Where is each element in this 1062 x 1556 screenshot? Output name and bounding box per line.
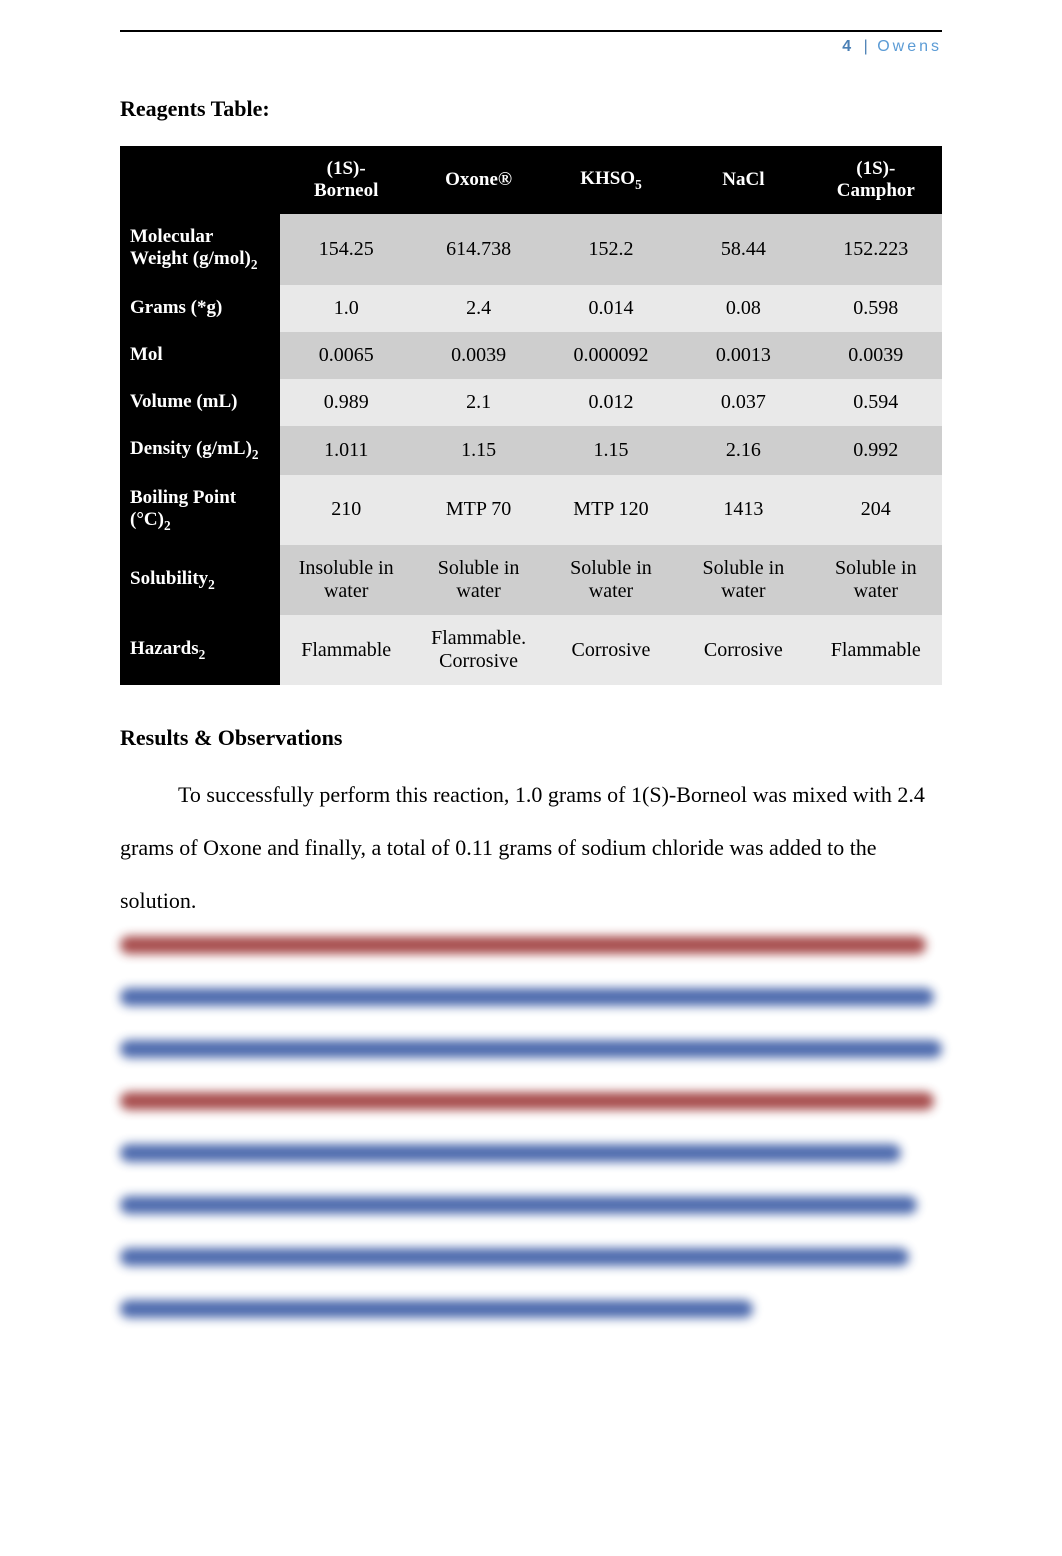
table-cell: 2.4 [412,285,544,332]
col-header-khso5: KHSO5 [545,146,677,214]
row-label: Density (g/mL)2 [120,426,280,475]
table-cell: 58.44 [677,214,809,285]
table-row: Density (g/mL)21.0111.151.152.160.992 [120,426,942,475]
results-title: Results & Observations [120,725,942,751]
col-header-borneol: (1S)-Borneol [280,146,412,214]
header-rule [120,30,942,32]
row-label: Grams (*g) [120,285,280,332]
table-cell: 1.15 [545,426,677,475]
row-label: Mol [120,332,280,379]
table-cell: 0.598 [810,285,942,332]
page-number: 4 [842,38,854,55]
table-row: Grams (*g)1.02.40.0140.080.598 [120,285,942,332]
table-cell: 154.25 [280,214,412,285]
redacted-line [120,1040,942,1058]
redacted-line [120,988,934,1006]
col-header-nacl: NaCl [677,146,809,214]
table-cell: 1.0 [280,285,412,332]
results-paragraph: To successfully perform this reaction, 1… [120,769,942,927]
table-row: Mol0.00650.00390.0000920.00130.0039 [120,332,942,379]
row-label: Volume (mL) [120,379,280,426]
table-cell: 152.223 [810,214,942,285]
header-divider: | [864,38,868,55]
table-cell: 0.0039 [412,332,544,379]
table-header-row: (1S)-Borneol Oxone® KHSO5 NaCl (1S)-Camp… [120,146,942,214]
table-cell: 0.014 [545,285,677,332]
table-cell: 2.16 [677,426,809,475]
table-cell: MTP 120 [545,475,677,546]
table-cell: 1.15 [412,426,544,475]
redacted-line [120,936,926,954]
table-cell: 210 [280,475,412,546]
row-label: MolecularWeight (g/mol)2 [120,214,280,285]
redacted-line [120,1092,934,1110]
header-author: Owens [877,38,942,55]
table-cell: 0.0039 [810,332,942,379]
table-cell: Flammable.Corrosive [412,615,544,685]
col-header-blank [120,146,280,214]
table-cell: Flammable [280,615,412,685]
redacted-line [120,1248,909,1266]
redacted-line [120,1144,901,1162]
table-row: Boiling Point(°C)2210MTP 70MTP 120141320… [120,475,942,546]
reagents-table: (1S)-Borneol Oxone® KHSO5 NaCl (1S)-Camp… [120,146,942,685]
table-cell: Soluble inwater [412,545,544,615]
table-row: Solubility2Insoluble inwaterSoluble inwa… [120,545,942,615]
table-cell: 204 [810,475,942,546]
table-cell: 0.0013 [677,332,809,379]
redacted-line [120,1300,753,1318]
table-cell: 0.012 [545,379,677,426]
table-cell: 614.738 [412,214,544,285]
table-row: MolecularWeight (g/mol)2154.25614.738152… [120,214,942,285]
document-page: 4 | Owens Reagents Table: (1S)-Borneol O… [0,0,1062,1392]
table-cell: 0.037 [677,379,809,426]
table-cell: 2.1 [412,379,544,426]
row-label: Solubility2 [120,545,280,615]
row-label: Hazards2 [120,615,280,685]
table-cell: Corrosive [677,615,809,685]
table-row: Hazards2FlammableFlammable.CorrosiveCorr… [120,615,942,685]
table-cell: 152.2 [545,214,677,285]
table-cell: Soluble inwater [810,545,942,615]
table-cell: Insoluble inwater [280,545,412,615]
table-cell: 0.0065 [280,332,412,379]
row-label: Boiling Point(°C)2 [120,475,280,546]
page-header: 4 | Owens [120,38,942,56]
reagents-title: Reagents Table: [120,96,942,122]
table-cell: Soluble inwater [545,545,677,615]
table-row: Volume (mL)0.9892.10.0120.0370.594 [120,379,942,426]
table-cell: 0.08 [677,285,809,332]
redacted-line [120,1196,917,1214]
table-cell: 0.989 [280,379,412,426]
table-cell: 0.992 [810,426,942,475]
table-cell: Soluble inwater [677,545,809,615]
col-header-camphor: (1S)-Camphor [810,146,942,214]
table-cell: Flammable [810,615,942,685]
table-cell: Corrosive [545,615,677,685]
table-cell: 1.011 [280,426,412,475]
table-cell: MTP 70 [412,475,544,546]
redacted-region [120,936,942,1318]
table-cell: 0.594 [810,379,942,426]
col-header-oxone: Oxone® [412,146,544,214]
table-cell: 1413 [677,475,809,546]
table-cell: 0.000092 [545,332,677,379]
